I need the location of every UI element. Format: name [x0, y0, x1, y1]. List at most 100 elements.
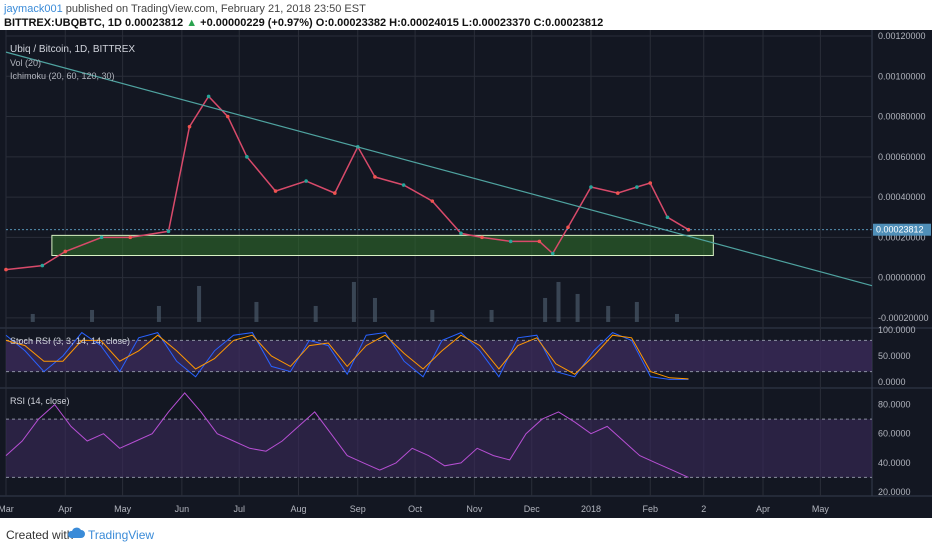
volume-bar	[313, 305, 318, 322]
y-tick-label: 0.00060000	[878, 152, 926, 162]
price-point	[273, 189, 278, 193]
stoch-y-tick-label: 50.0000	[878, 351, 911, 361]
volume-bar	[351, 281, 356, 322]
x-tick-label: 2	[701, 504, 706, 514]
volume-bar	[634, 301, 639, 322]
price-point	[686, 227, 691, 232]
price-point	[648, 181, 653, 185]
price-point	[665, 215, 670, 220]
x-tick-label: Aug	[290, 504, 306, 514]
price-point	[304, 179, 308, 183]
x-tick-label: May	[114, 504, 132, 514]
price-point	[589, 185, 593, 189]
y-tick-label: 0.00040000	[878, 192, 926, 202]
x-tick-label: Apr	[756, 504, 770, 514]
price-point	[99, 235, 104, 240]
last-price-label: 0.00023812	[876, 225, 924, 235]
x-tick-label: May	[812, 504, 830, 514]
price-point	[459, 231, 463, 236]
volume-bar	[372, 297, 377, 322]
volume-bar	[606, 305, 611, 322]
price-point	[4, 267, 8, 272]
symbol-info: BITTREX:UBQBTC, 1D 0.00023812 ▲ +0.00000…	[4, 17, 603, 29]
volume-indicator-label: Vol (20)	[10, 58, 41, 68]
footer-bar: Created with TradingView	[0, 518, 932, 550]
y-tick-label: -0.00020000	[878, 313, 929, 323]
trendline	[5, 51, 873, 287]
volume-bar	[575, 293, 580, 322]
price-change: +0.00000229 (+0.97%)	[200, 17, 313, 29]
price-point	[480, 235, 484, 240]
author-link[interactable]: jaymack001	[4, 3, 63, 15]
price-point	[40, 263, 45, 268]
price-point	[401, 183, 406, 187]
header-bar: jaymack001 published on TradingView.com,…	[0, 0, 932, 30]
rsi-line	[5, 392, 689, 478]
x-tick-label: Feb	[642, 504, 658, 514]
chart-svg[interactable]: Mar Apr May Jun Jul Aug Sep Oct Nov Dec 2018 Feb 2 Ap…	[0, 30, 932, 518]
y-tick-label: 0.00100000	[878, 71, 926, 81]
price-point	[537, 239, 542, 244]
stoch-line	[5, 334, 689, 380]
price-point	[635, 185, 639, 189]
up-arrow-icon: ▲	[186, 17, 198, 29]
published-text: published on TradingView.com, February 2…	[65, 3, 366, 15]
price-point	[566, 225, 570, 230]
y-tick-label: 0.00020000	[878, 232, 926, 242]
rsi-y-tick-label: 80.0000	[878, 400, 911, 410]
price-point	[245, 155, 249, 159]
price-point	[550, 251, 555, 256]
stoch-band	[6, 340, 872, 372]
last-price-tag	[873, 223, 931, 236]
created-with-text: Created with	[6, 528, 74, 542]
y-tick-label: 0.00000000	[878, 273, 926, 283]
x-tick-label: Sep	[350, 504, 366, 514]
price-point	[63, 249, 68, 254]
tradingview-brand[interactable]: TradingView	[88, 528, 155, 542]
rsi-band	[6, 419, 872, 478]
stoch-y-tick-label: 100.0000	[878, 325, 916, 335]
price-point	[206, 94, 211, 99]
price-point	[225, 114, 230, 119]
rsi-pane-title: RSI (14, close)	[10, 396, 70, 406]
stoch-line	[5, 331, 689, 380]
x-tick-label: Oct	[408, 504, 423, 514]
y-tick-label: 0.00080000	[878, 112, 926, 122]
price-point	[166, 229, 171, 234]
volume-bar	[90, 309, 95, 322]
x-tick-label: Dec	[524, 504, 541, 514]
price-point	[333, 191, 337, 195]
x-tick-label: Mar	[0, 504, 14, 514]
volume-bar	[543, 297, 548, 322]
price-point	[373, 175, 377, 179]
x-tick-label: Nov	[466, 504, 483, 514]
x-tick-label: Jul	[233, 504, 245, 514]
support-zone	[51, 234, 714, 257]
rsi-y-tick-label: 20.0000	[878, 487, 911, 497]
volume-bar	[197, 285, 202, 322]
x-tick-label: Jun	[175, 504, 190, 514]
publish-info: jaymack001 published on TradingView.com,…	[4, 3, 366, 15]
ichimoku-indicator-label: Ichimoku (20, 60, 120, 30)	[10, 71, 115, 81]
rsi-y-tick-label: 60.0000	[878, 429, 911, 439]
price-point	[508, 239, 513, 244]
tradingview-cloud-icon	[66, 526, 86, 545]
rsi-y-tick-label: 40.0000	[878, 458, 911, 468]
volume-bar	[430, 309, 435, 322]
symbol-label: BITTREX:UBQBTC, 1D	[4, 17, 122, 29]
price-point	[430, 199, 435, 203]
x-tick-label: 2018	[581, 504, 601, 514]
last-price: 0.00023812	[125, 17, 184, 29]
volume-bar	[30, 313, 35, 322]
price-point	[128, 235, 133, 240]
stoch-pane-title: Stoch RSI (3, 3, 14, 14, close)	[10, 336, 130, 346]
x-tick-label: Apr	[58, 504, 72, 514]
ohlc-values: O:0.00023382 H:0.00024015 L:0.00023370 C…	[315, 17, 604, 29]
volume-bar	[556, 281, 561, 322]
volume-bar	[254, 301, 259, 322]
volume-bar	[675, 313, 680, 322]
price-point	[615, 191, 620, 195]
volume-bar	[489, 309, 494, 322]
chart-area: Mar Apr May Jun Jul Aug Sep Oct Nov Dec 2018 Feb 2 Ap…	[0, 30, 932, 518]
price-point	[187, 124, 192, 129]
